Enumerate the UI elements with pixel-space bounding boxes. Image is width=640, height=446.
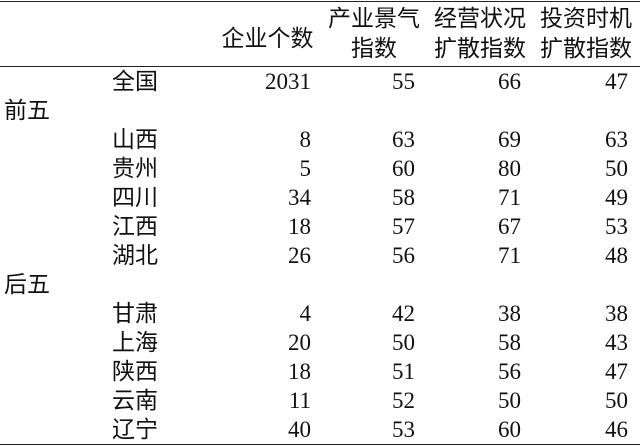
table-row: 湖北 26 56 71 48 xyxy=(0,241,640,270)
region-name: 云南 xyxy=(112,388,158,413)
industry-index-cell: 51 xyxy=(392,359,415,384)
industry-index-cell: 50 xyxy=(392,330,415,355)
header-line: 产业景气 xyxy=(328,6,420,31)
table-row: 云南 11 52 50 50 xyxy=(0,386,640,415)
enterprise-count-cell: 18 xyxy=(288,214,311,239)
table-row: 陕西 18 51 56 47 xyxy=(0,357,640,386)
region-name: 贵州 xyxy=(112,156,158,181)
investment-index-cell: 46 xyxy=(605,417,628,442)
investment-index-cell: 63 xyxy=(605,127,628,152)
header-corner-group xyxy=(0,2,110,66)
industry-index-cell: 52 xyxy=(392,388,415,413)
table-row: 贵州 5 60 80 50 xyxy=(0,154,640,183)
region-name: 四川 xyxy=(112,185,158,210)
industry-index-cell: 57 xyxy=(392,214,415,239)
operation-index-cell: 58 xyxy=(498,330,521,355)
column-header-investment-index: 投资时机 扩散指数 xyxy=(532,2,640,66)
group-row: 后五 xyxy=(0,270,640,299)
industry-index-cell: 56 xyxy=(392,243,415,268)
industry-index-cell: 58 xyxy=(392,185,415,210)
investment-index-cell: 47 xyxy=(605,69,628,94)
group-label: 前五 xyxy=(4,98,50,123)
header-line: 企业个数 xyxy=(221,26,314,51)
industry-index-cell: 53 xyxy=(392,417,415,442)
operation-index-cell: 80 xyxy=(498,156,521,181)
enterprise-count-cell: 8 xyxy=(299,127,312,152)
operation-index-cell: 67 xyxy=(498,214,521,239)
enterprise-count-cell: 40 xyxy=(288,417,311,442)
investment-index-cell: 49 xyxy=(605,185,628,210)
enterprise-count-cell: 34 xyxy=(288,185,311,210)
industry-index-cell: 55 xyxy=(392,69,415,94)
investment-index-cell: 48 xyxy=(605,243,628,268)
header-corner-region xyxy=(110,2,215,66)
operation-index-cell: 56 xyxy=(498,359,521,384)
region-name: 辽宁 xyxy=(112,417,158,442)
header-line: 扩散指数 xyxy=(540,36,632,61)
operation-index-cell: 50 xyxy=(498,388,521,413)
region-name: 甘肃 xyxy=(112,301,158,326)
investment-index-cell: 50 xyxy=(605,388,628,413)
column-header-enterprise-count: 企业个数 xyxy=(215,2,320,66)
operation-index-cell: 60 xyxy=(498,417,521,442)
table-row: 上海 20 50 58 43 xyxy=(0,328,640,357)
group-row: 前五 xyxy=(0,96,640,125)
enterprise-count-cell: 26 xyxy=(288,243,311,268)
region-name: 山西 xyxy=(112,127,158,152)
header-line: 指数 xyxy=(351,36,397,61)
table-row: 全国 2031 55 66 47 xyxy=(0,67,640,96)
column-header-operation-index: 经营状况 扩散指数 xyxy=(428,2,532,66)
enterprise-count-cell: 11 xyxy=(288,388,311,413)
industry-index-cell: 42 xyxy=(392,301,415,326)
operation-index-cell: 71 xyxy=(498,185,521,210)
column-header-industry-index: 产业景气 指数 xyxy=(320,2,428,66)
region-name: 江西 xyxy=(112,214,158,239)
operation-index-cell: 38 xyxy=(498,301,521,326)
table-row: 辽宁 40 53 60 46 xyxy=(0,415,640,444)
enterprise-count-cell: 2031 xyxy=(265,69,311,94)
investment-index-cell: 47 xyxy=(605,359,628,384)
investment-index-cell: 53 xyxy=(605,214,628,239)
industry-index-cell: 63 xyxy=(392,127,415,152)
enterprise-count-cell: 18 xyxy=(288,359,311,384)
region-name: 全国 xyxy=(112,69,158,94)
header-line: 经营状况 xyxy=(434,6,526,31)
region-name: 湖北 xyxy=(112,243,158,268)
operation-index-cell: 69 xyxy=(498,127,521,152)
operation-index-cell: 71 xyxy=(498,243,521,268)
table-header-row: 企业个数 产业景气 指数 经营状况 扩散指数 投资时机 扩散指数 xyxy=(0,2,640,67)
header-line: 扩散指数 xyxy=(434,36,526,61)
table-row: 江西 18 57 67 53 xyxy=(0,212,640,241)
table-row: 山西 8 63 69 63 xyxy=(0,125,640,154)
industry-index-cell: 60 xyxy=(392,156,415,181)
group-label: 后五 xyxy=(4,272,50,297)
region-name: 上海 xyxy=(112,330,158,355)
table-row: 四川 34 58 71 49 xyxy=(0,183,640,212)
investment-index-cell: 43 xyxy=(605,330,628,355)
operation-index-cell: 66 xyxy=(498,69,521,94)
header-line: 投资时机 xyxy=(540,6,632,31)
region-name: 陕西 xyxy=(112,359,158,384)
enterprise-count-cell: 4 xyxy=(299,301,312,326)
enterprise-count-cell: 20 xyxy=(288,330,311,355)
investment-index-cell: 38 xyxy=(605,301,628,326)
table-row: 甘肃 4 42 38 38 xyxy=(0,299,640,328)
investment-index-cell: 50 xyxy=(605,156,628,181)
enterprise-count-cell: 5 xyxy=(299,156,312,181)
